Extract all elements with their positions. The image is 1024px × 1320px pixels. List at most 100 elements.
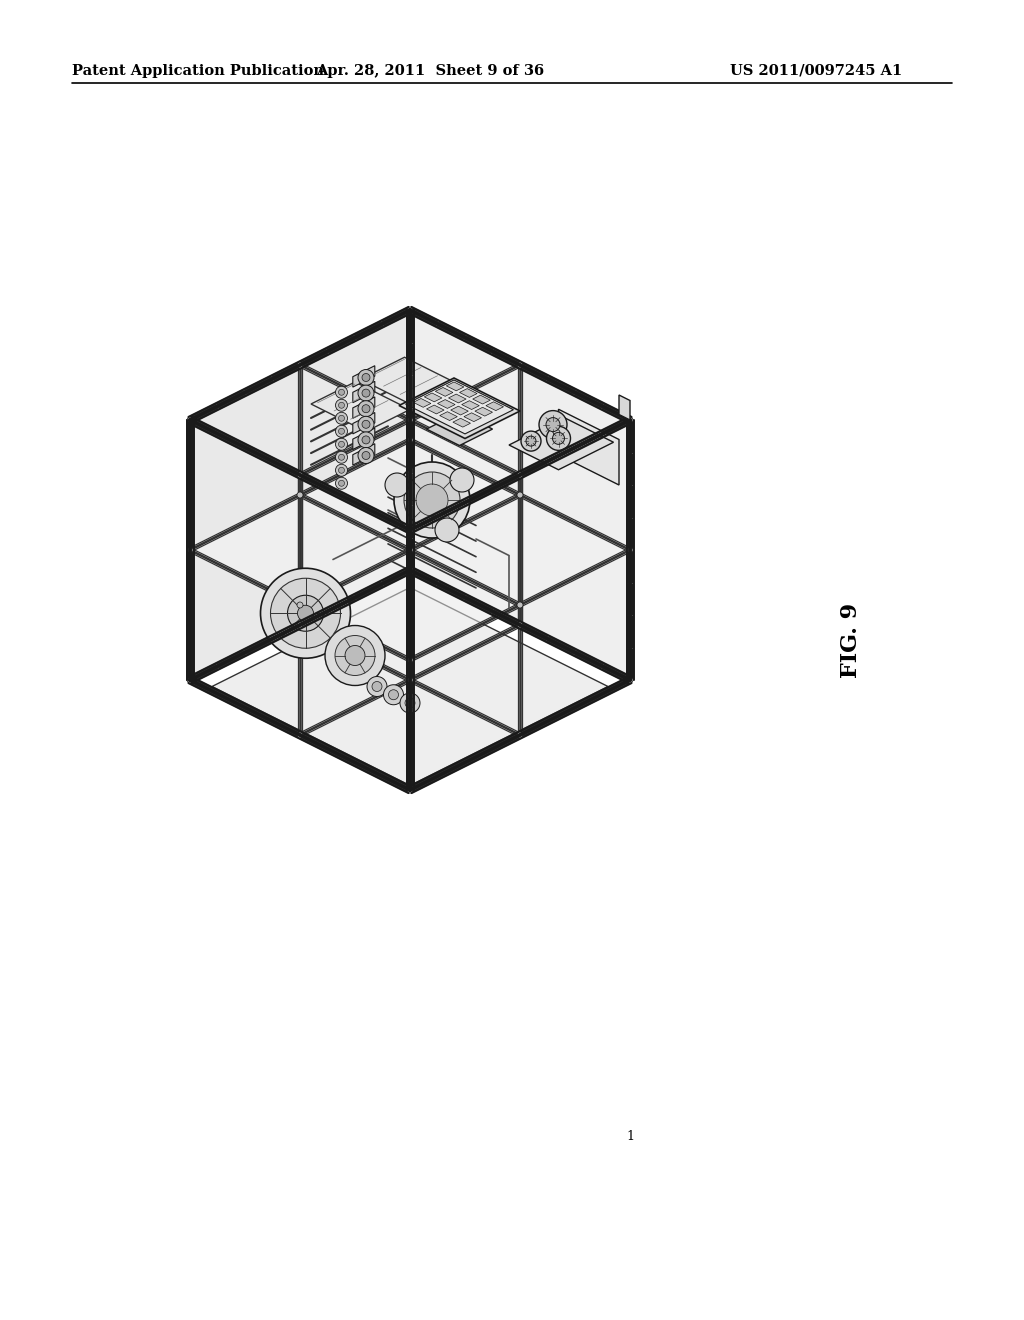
Circle shape — [339, 467, 344, 474]
Circle shape — [546, 417, 560, 432]
Circle shape — [407, 308, 413, 313]
Text: US 2011/0097245 A1: US 2011/0097245 A1 — [730, 63, 902, 78]
Circle shape — [358, 447, 374, 463]
Circle shape — [336, 412, 347, 424]
Polygon shape — [410, 310, 630, 680]
Circle shape — [297, 602, 303, 609]
Circle shape — [339, 428, 344, 434]
Circle shape — [336, 425, 347, 437]
Circle shape — [627, 677, 633, 682]
Circle shape — [450, 469, 474, 492]
Circle shape — [407, 546, 413, 553]
Circle shape — [187, 417, 193, 422]
Circle shape — [270, 578, 341, 648]
Polygon shape — [464, 413, 481, 421]
Circle shape — [336, 399, 347, 412]
Polygon shape — [353, 397, 375, 418]
Circle shape — [187, 546, 193, 553]
Polygon shape — [353, 412, 375, 434]
Polygon shape — [353, 428, 375, 450]
Polygon shape — [486, 401, 504, 411]
Polygon shape — [414, 399, 431, 408]
Text: FIG. 9: FIG. 9 — [840, 602, 862, 677]
Circle shape — [358, 401, 374, 417]
Circle shape — [435, 517, 459, 543]
Circle shape — [358, 385, 374, 401]
Circle shape — [297, 733, 303, 738]
Circle shape — [547, 426, 570, 450]
Circle shape — [339, 389, 344, 395]
Polygon shape — [424, 393, 442, 401]
Polygon shape — [212, 587, 608, 785]
Circle shape — [407, 677, 413, 682]
Circle shape — [298, 606, 313, 622]
Polygon shape — [406, 380, 513, 434]
Polygon shape — [427, 413, 493, 446]
Polygon shape — [460, 388, 477, 397]
Circle shape — [339, 454, 344, 461]
Circle shape — [388, 690, 398, 700]
Polygon shape — [360, 358, 460, 407]
Polygon shape — [399, 378, 520, 438]
Polygon shape — [446, 381, 464, 391]
Polygon shape — [475, 408, 493, 416]
Polygon shape — [509, 417, 613, 470]
Circle shape — [517, 602, 523, 609]
Circle shape — [400, 693, 420, 713]
Polygon shape — [353, 444, 375, 465]
Circle shape — [345, 645, 365, 665]
Polygon shape — [451, 407, 468, 414]
Circle shape — [407, 437, 413, 444]
Circle shape — [260, 568, 350, 659]
Circle shape — [362, 420, 370, 428]
Circle shape — [288, 595, 324, 631]
Circle shape — [517, 622, 523, 628]
Polygon shape — [427, 405, 444, 414]
Circle shape — [336, 478, 347, 490]
Circle shape — [407, 787, 413, 793]
Circle shape — [394, 462, 470, 539]
Circle shape — [627, 546, 633, 553]
Circle shape — [358, 416, 374, 433]
Circle shape — [539, 411, 567, 438]
Circle shape — [362, 405, 370, 413]
Circle shape — [407, 657, 413, 663]
Text: Apr. 28, 2011  Sheet 9 of 36: Apr. 28, 2011 Sheet 9 of 36 — [316, 63, 544, 78]
Circle shape — [362, 451, 370, 459]
Circle shape — [517, 733, 523, 738]
Circle shape — [521, 432, 541, 451]
Circle shape — [339, 441, 344, 447]
Circle shape — [336, 465, 347, 477]
Circle shape — [335, 635, 375, 676]
Polygon shape — [618, 395, 630, 420]
Circle shape — [526, 436, 536, 446]
Circle shape — [297, 492, 303, 498]
Circle shape — [407, 568, 413, 573]
Circle shape — [385, 473, 409, 498]
Circle shape — [517, 492, 523, 498]
Circle shape — [336, 387, 347, 399]
Circle shape — [407, 527, 413, 533]
Circle shape — [362, 436, 370, 444]
Polygon shape — [353, 366, 375, 387]
Circle shape — [297, 622, 303, 628]
Polygon shape — [190, 440, 630, 660]
Circle shape — [297, 473, 303, 478]
Polygon shape — [437, 400, 455, 408]
Circle shape — [336, 438, 347, 450]
Circle shape — [362, 389, 370, 397]
Polygon shape — [190, 310, 630, 531]
Circle shape — [416, 484, 449, 516]
Polygon shape — [558, 409, 618, 484]
Polygon shape — [462, 401, 479, 409]
Polygon shape — [190, 310, 410, 680]
Circle shape — [297, 362, 303, 368]
Circle shape — [406, 698, 415, 708]
Circle shape — [372, 681, 382, 692]
Polygon shape — [311, 381, 410, 432]
Circle shape — [367, 676, 387, 697]
Circle shape — [517, 362, 523, 368]
Polygon shape — [449, 395, 466, 403]
Polygon shape — [190, 440, 630, 660]
Circle shape — [407, 417, 413, 422]
